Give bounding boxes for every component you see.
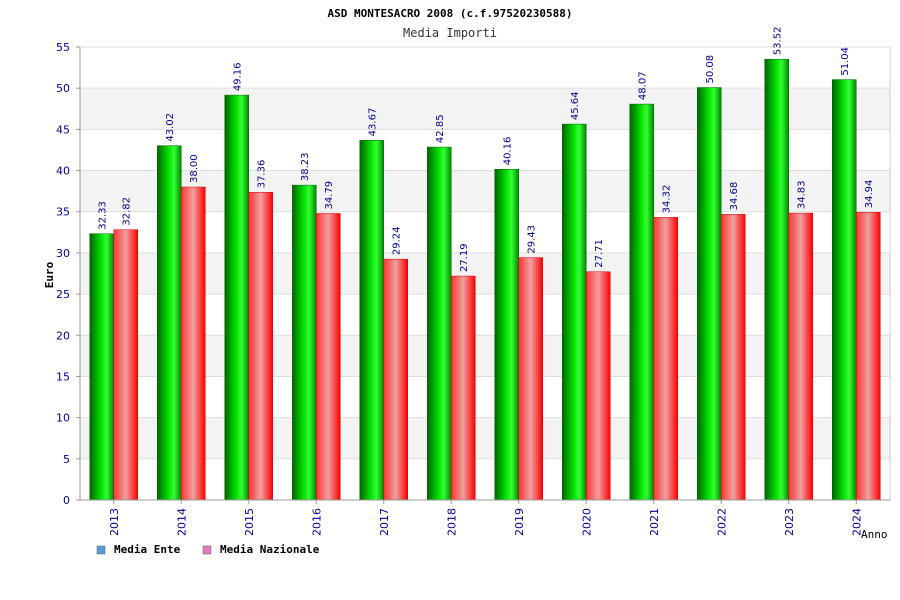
data-label: 43.02 xyxy=(165,113,176,142)
x-tick-label: 2020 xyxy=(580,508,593,536)
y-tick-label: 35 xyxy=(56,206,70,219)
data-label: 34.32 xyxy=(662,185,673,214)
data-label: 37.36 xyxy=(257,160,268,189)
bar-media-nazionale-2023 xyxy=(788,212,813,501)
x-tick-label: 2018 xyxy=(445,508,458,536)
x-tick-label: 2024 xyxy=(850,508,863,536)
bar-media-nazionale-2013 xyxy=(113,229,138,501)
y-tick-label: 15 xyxy=(56,370,70,383)
bar-media-ente-2017 xyxy=(359,140,384,501)
y-tick-label: 45 xyxy=(56,123,70,136)
data-label: 32.82 xyxy=(122,197,133,226)
bar-media-ente-2023 xyxy=(764,58,789,501)
grid-band xyxy=(80,88,890,130)
bar-media-nazionale-2014 xyxy=(181,186,206,501)
data-label: 53.52 xyxy=(773,27,784,56)
data-label: 40.16 xyxy=(503,137,514,166)
y-tick-labels: 0 5 10 15 20 25 30 35 40 45 50 55 xyxy=(56,41,70,507)
y-tick-label: 20 xyxy=(56,329,70,342)
data-label: 34.68 xyxy=(729,182,740,211)
bar-media-ente-2014 xyxy=(157,145,182,501)
x-tick-label: 2022 xyxy=(715,508,728,536)
y-tick-label: 55 xyxy=(56,41,70,54)
data-label: 50.08 xyxy=(705,55,716,84)
x-tick-label: 2019 xyxy=(513,508,526,536)
data-label: 43.67 xyxy=(368,108,379,137)
bar-media-ente-2020 xyxy=(562,123,587,501)
chart-title: ASD MONTESACRO 2008 (c.f.97520230588) xyxy=(327,7,572,20)
bar-media-nazionale-2015 xyxy=(248,192,273,501)
y-tick-label: 40 xyxy=(56,165,70,178)
bar-media-ente-2018 xyxy=(427,146,452,501)
bar-media-nazionale-2020 xyxy=(586,271,611,501)
x-tick-label: 2017 xyxy=(378,508,391,536)
bar-media-nazionale-2018 xyxy=(451,275,476,501)
grid-band xyxy=(80,417,890,459)
x-tick-label: 2021 xyxy=(648,508,661,536)
y-tick-label: 50 xyxy=(56,82,70,95)
y-tick-label: 10 xyxy=(56,412,70,425)
grid-band xyxy=(80,170,890,212)
y-tick-label: 25 xyxy=(56,288,70,301)
bar-media-nazionale-2021 xyxy=(653,217,678,501)
y-axis-label: Euro xyxy=(43,261,56,288)
data-label: 34.94 xyxy=(864,180,875,209)
bars xyxy=(89,58,881,501)
data-label: 49.16 xyxy=(233,62,244,91)
bar-media-nazionale-2019 xyxy=(518,257,543,501)
x-tick-label: 2023 xyxy=(783,508,796,536)
bar-media-ente-2016 xyxy=(292,184,317,501)
data-label: 27.71 xyxy=(594,239,605,268)
data-label: 38.00 xyxy=(189,154,200,183)
bar-media-nazionale-2022 xyxy=(721,214,746,501)
data-label: 32.33 xyxy=(98,201,109,230)
x-tick-label: 2015 xyxy=(243,508,256,536)
x-tick-labels: 2013 2014 2015 2016 2017 2018 2019 2020 2021 2022… xyxy=(108,508,864,536)
grid-band xyxy=(80,252,890,295)
bar-media-nazionale-2024 xyxy=(856,211,881,501)
bar-media-ente-2021 xyxy=(629,103,654,501)
data-label: 29.24 xyxy=(392,227,403,256)
bar-media-ente-2013 xyxy=(89,233,114,501)
data-label: 34.79 xyxy=(324,181,335,210)
y-tick-label: 30 xyxy=(56,247,70,260)
data-label: 38.23 xyxy=(300,152,311,181)
x-tick-label: 2014 xyxy=(175,508,188,536)
bar-media-ente-2022 xyxy=(697,87,722,501)
data-label: 29.43 xyxy=(527,225,538,254)
axes xyxy=(76,46,891,504)
legend-label-media-nazionale: Media Nazionale xyxy=(220,543,320,556)
bar-media-ente-2024 xyxy=(832,79,857,501)
data-label: 34.83 xyxy=(797,180,808,209)
data-labels: 32.33 32.82 43.02 38.00 49.16 37.36 38.23 34.79… xyxy=(98,27,876,273)
data-label: 42.85 xyxy=(435,114,446,143)
bar-media-nazionale-2017 xyxy=(383,258,408,501)
legend-label-media-ente: Media Ente xyxy=(114,543,181,556)
legend: Media Ente Media Nazionale xyxy=(96,543,320,556)
x-tick-label: 2013 xyxy=(108,508,121,536)
legend-swatch-media-nazionale xyxy=(202,545,212,555)
plot-background xyxy=(80,47,890,500)
x-axis-label: Anno xyxy=(861,528,888,541)
data-label: 51.04 xyxy=(840,47,851,76)
bar-media-nazionale-2016 xyxy=(316,213,341,501)
data-label: 45.64 xyxy=(570,91,581,120)
y-tick-label: 0 xyxy=(63,494,70,507)
bar-media-ente-2019 xyxy=(494,168,519,501)
y-tick-label: 5 xyxy=(63,453,70,466)
x-tick-label: 2016 xyxy=(310,508,323,536)
grid-band xyxy=(80,335,890,377)
data-label: 48.07 xyxy=(638,71,649,100)
bar-media-ente-2015 xyxy=(224,94,249,501)
chart-subtitle: Media Importi xyxy=(403,26,497,40)
legend-swatch-media-ente xyxy=(96,545,106,555)
data-label: 27.19 xyxy=(459,243,470,272)
